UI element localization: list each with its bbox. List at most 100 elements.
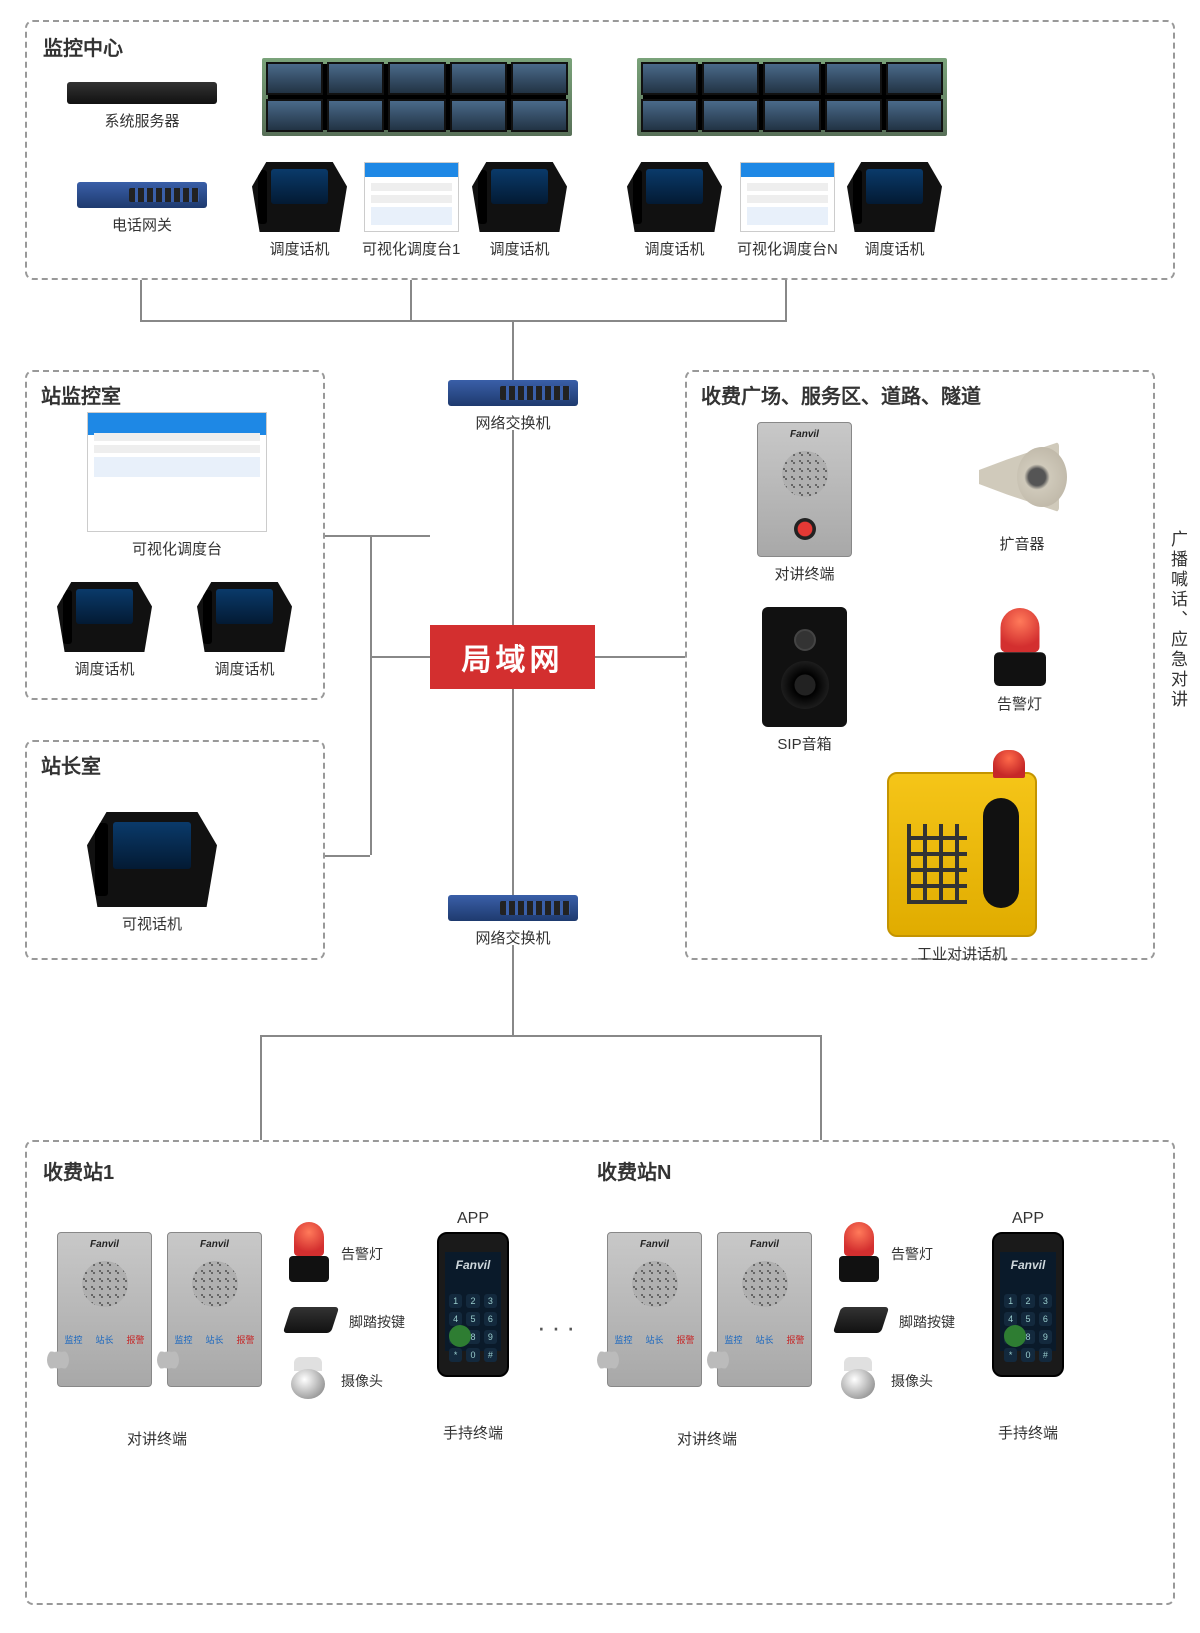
industrial-phone-icon xyxy=(887,772,1037,937)
field-speaker: SIP音箱 xyxy=(762,607,847,754)
toll1-title: 收费站1 xyxy=(43,1156,114,1185)
lan-box: 局域网 xyxy=(430,625,595,689)
sm-console: 可视化调度台 xyxy=(87,412,267,559)
pedal-icon xyxy=(283,1307,339,1333)
tN-camera: 摄像头 xyxy=(837,1357,933,1401)
console-icon xyxy=(87,412,267,532)
c2-phone-right: 调度话机 xyxy=(847,162,942,259)
t1-app-title: APP xyxy=(457,1210,489,1228)
field-alarm: 告警灯 xyxy=(997,617,1042,714)
zone-station-monitor-title: 站监控室 xyxy=(41,380,121,409)
switch-icon xyxy=(448,895,578,921)
intercom-button-labels: 监控 站长 报警 xyxy=(608,1333,701,1346)
alarm-icon xyxy=(837,1222,881,1282)
tollN-title: 收费站N xyxy=(597,1156,671,1185)
intercom-icon: Fanvil xyxy=(757,422,852,557)
tN-intercom-b: Fanvil 监控 站长 报警 xyxy=(717,1232,812,1387)
label: 调度话机 xyxy=(214,658,274,679)
pedal-icon xyxy=(833,1307,889,1333)
speaker-icon xyxy=(762,607,847,727)
label: 告警灯 xyxy=(341,1244,383,1264)
tN-intercom-a: Fanvil 监控 站长 报警 xyxy=(607,1232,702,1387)
brand-label: Fanvil xyxy=(168,1239,261,1250)
label: 可视化调度台 xyxy=(132,538,222,559)
phone-icon xyxy=(252,162,347,232)
line xyxy=(512,945,514,1035)
zone-station-monitor: 站监控室 可视化调度台 调度话机 调度话机 xyxy=(25,370,325,700)
tN-app-title: APP xyxy=(1012,1210,1044,1228)
switch-top: 网络交换机 xyxy=(448,380,578,433)
server-label: 系统服务器 xyxy=(104,110,179,131)
label: 调度话机 xyxy=(269,238,329,259)
gateway-label: 电话网关 xyxy=(112,214,172,235)
phone-icon xyxy=(87,812,217,907)
brand-label: Fanvil xyxy=(608,1239,701,1250)
c1-phone-right: 调度话机 xyxy=(472,162,567,259)
brand-label: Fanvil xyxy=(58,1239,151,1250)
videowall-icon xyxy=(637,58,947,136)
intercom-button-labels: 监控 站长 报警 xyxy=(58,1333,151,1346)
label: 手持终端 xyxy=(443,1422,503,1443)
label: 手持终端 xyxy=(998,1422,1058,1443)
label: 调度话机 xyxy=(644,238,704,259)
zone-toll: 收费站1 Fanvil 监控 站长 报警 Fanvil 监控 站长 报警 对讲终… xyxy=(25,1140,1175,1605)
t1-intercom-label: 对讲终端 xyxy=(127,1428,187,1449)
intercom-button-labels: 监控 站长 报警 xyxy=(168,1333,261,1346)
handheld-icon: Fanvil 123456789*0# xyxy=(992,1232,1064,1377)
line xyxy=(410,280,412,320)
brand-label: Fanvil xyxy=(758,429,851,440)
call-icon xyxy=(449,1325,471,1347)
camera-icon xyxy=(287,1357,329,1401)
zone-field: 收费广场、服务区、道路、隧道 Fanvil 对讲终端 扩音器 SIP音箱 告警灯… xyxy=(685,370,1155,960)
call-icon xyxy=(1004,1325,1026,1347)
label: 告警灯 xyxy=(997,693,1042,714)
line xyxy=(370,535,372,855)
line xyxy=(260,1035,820,1037)
console-icon xyxy=(740,162,835,232)
line xyxy=(260,1035,262,1140)
t1-camera: 摄像头 xyxy=(287,1357,383,1401)
t1-intercom-a: Fanvil 监控 站长 报警 xyxy=(57,1232,152,1387)
ellipsis: ··· xyxy=(537,1312,581,1343)
t1-pedal: 脚踏按键 xyxy=(287,1307,405,1333)
handheld-icon: Fanvil 123456789*0# xyxy=(437,1232,509,1377)
zone-station-master: 站长室 可视话机 xyxy=(25,740,325,960)
videowall-icon xyxy=(262,58,572,136)
line xyxy=(512,320,514,380)
zone-monitor-center-title: 监控中心 xyxy=(43,32,123,61)
c1-phone-left: 调度话机 xyxy=(252,162,347,259)
tN-alarm: 告警灯 xyxy=(837,1222,933,1282)
videowall-2 xyxy=(637,58,947,136)
line xyxy=(140,280,142,320)
c2-phone-left: 调度话机 xyxy=(627,162,722,259)
line xyxy=(785,280,787,320)
c1-console: 可视化调度台1 xyxy=(362,162,460,259)
alarm-icon xyxy=(287,1222,331,1282)
label: 可视话机 xyxy=(122,913,182,934)
intercom-button-labels: 监控 站长 报警 xyxy=(718,1333,811,1346)
line xyxy=(512,430,514,625)
line xyxy=(325,855,370,857)
field-intercom: Fanvil 对讲终端 xyxy=(757,422,852,584)
zone-station-master-title: 站长室 xyxy=(41,750,101,779)
intercom-icon: Fanvil 监控 站长 报警 xyxy=(607,1232,702,1387)
console-icon xyxy=(364,162,459,232)
camera-icon xyxy=(837,1357,879,1401)
intercom-icon: Fanvil 监控 站长 报警 xyxy=(57,1232,152,1387)
label: 脚踏按键 xyxy=(349,1312,405,1332)
line xyxy=(820,1035,822,1140)
line xyxy=(512,689,514,895)
label: 扩音器 xyxy=(999,533,1044,554)
master-phone: 可视话机 xyxy=(87,812,217,934)
brand-label: Fanvil xyxy=(994,1258,1062,1272)
label: 调度话机 xyxy=(74,658,134,679)
phone-icon xyxy=(472,162,567,232)
intercom-icon: Fanvil 监控 站长 报警 xyxy=(167,1232,262,1387)
label: 摄像头 xyxy=(891,1371,933,1391)
device-gateway: 电话网关 xyxy=(77,182,207,235)
phone-icon xyxy=(57,582,152,652)
t1-handheld: Fanvil 123456789*0# 手持终端 xyxy=(437,1232,509,1443)
label: 对讲终端 xyxy=(774,563,834,584)
server-icon xyxy=(67,82,217,104)
field-industrial: 工业对讲话机 xyxy=(887,772,1037,964)
